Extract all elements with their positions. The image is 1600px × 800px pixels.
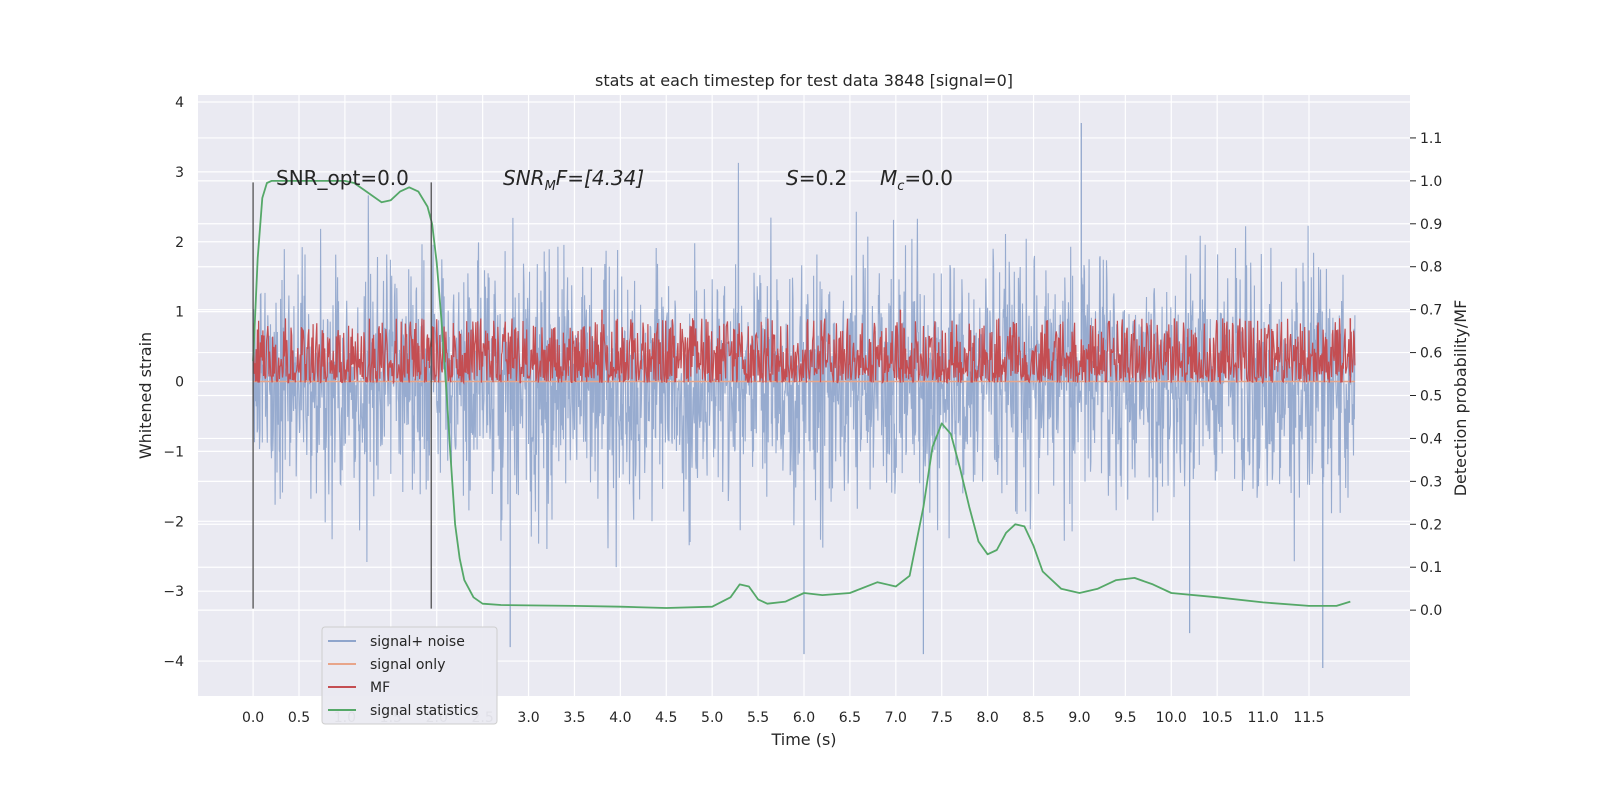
x-tick-label: 6.5 (839, 710, 861, 726)
annotation-snr-opt: SNR_opt=0.0 (276, 166, 409, 190)
left-tick-label: −2 (163, 514, 184, 530)
x-tick-label: 9.0 (1068, 710, 1090, 726)
legend: signal+ noise signal only MF signal statist… (321, 626, 498, 725)
x-tick-label: 7.0 (885, 710, 907, 726)
x-tick-label: 9.5 (1114, 710, 1136, 726)
annotation-snr-mf: SNRMF=[4.34] (503, 166, 644, 194)
x-tick-label: 4.0 (609, 710, 631, 726)
legend-label: signal+ noise (370, 634, 465, 650)
snr-mf-subscript: M (545, 179, 556, 194)
annotation-s: S=0.2 (786, 166, 847, 190)
mc-subscript: c (897, 179, 904, 194)
x-tick-label: 5.0 (701, 710, 723, 726)
x-tick-label: 5.5 (747, 710, 769, 726)
right-tick-label: 0.0 (1420, 603, 1442, 619)
series-mf (252, 318, 1356, 385)
left-tick-label: −4 (163, 654, 184, 670)
x-tick-label: 8.0 (977, 710, 999, 726)
left-tick-label: 4 (175, 95, 184, 111)
left-tick-label: 1 (175, 305, 184, 321)
right-tick-label: 0.3 (1420, 474, 1442, 490)
right-tick-label: 0.4 (1420, 431, 1442, 447)
right-tick-label: 1.1 (1420, 131, 1442, 147)
vertical-markers (252, 182, 432, 609)
x-tick-label: 3.0 (517, 710, 539, 726)
s-value: =0.2 (799, 166, 848, 190)
mc-value: =0.0 (904, 166, 953, 190)
x-tick-label: 11.0 (1248, 710, 1279, 726)
right-tick-label: 1.0 (1420, 174, 1442, 190)
legend-label: signal statistics (370, 703, 478, 719)
legend-label: signal only (370, 657, 445, 673)
left-tick-label: −3 (163, 584, 184, 600)
series-layer (252, 122, 1356, 669)
x-tick-label: 8.5 (1022, 710, 1044, 726)
x-tick-label: 10.5 (1202, 710, 1233, 726)
left-axis-ticks: 4 3 2 1 0 −1 −2 −3 −4 (163, 95, 184, 670)
right-tick-label: 0.7 (1420, 303, 1442, 319)
s-variable: S (786, 166, 799, 190)
x-tick-label: 7.5 (931, 710, 953, 726)
x-tick-label: 0.0 (242, 710, 264, 726)
right-tick-label: 0.9 (1420, 217, 1442, 233)
left-tick-label: 3 (175, 165, 184, 181)
right-tick-label: 0.2 (1420, 517, 1442, 533)
right-tick-label: 0.1 (1420, 560, 1442, 576)
right-tick-label: 0.5 (1420, 389, 1442, 405)
x-tick-label: 11.5 (1293, 710, 1324, 726)
right-tick-label: 0.6 (1420, 346, 1442, 362)
right-tick-label: 0.8 (1420, 260, 1442, 276)
right-y-axis-label: Detection probability/MF (1451, 300, 1470, 497)
left-tick-label: 2 (175, 235, 184, 251)
legend-box (321, 626, 498, 725)
mc-variable: M (880, 166, 897, 190)
left-tick-label: 0 (175, 375, 184, 391)
chart-title: stats at each timestep for test data 384… (595, 71, 1013, 90)
x-axis-label: Time (s) (770, 730, 836, 749)
x-tick-label: 3.5 (563, 710, 585, 726)
annotation-mc: Mc=0.0 (880, 166, 953, 194)
annotations: SNR_opt=0.0 SNRMF=[4.34] S=0.2 Mc=0.0 (276, 166, 953, 194)
snr-mf-base: SNR (503, 166, 545, 190)
x-tick-label: 0.5 (288, 710, 310, 726)
x-tick-label: 4.5 (655, 710, 677, 726)
legend-label: MF (370, 680, 390, 696)
x-tick-label: 6.0 (793, 710, 815, 726)
right-axis-ticks: 1.1 1.0 0.9 0.8 0.7 0.6 0.5 0.4 0.3 0.2 0.1 0.0 (1410, 131, 1442, 619)
left-tick-label: −1 (163, 444, 184, 460)
snr-mf-rest-italic: F=[4.34] (556, 166, 644, 190)
series-signal-statistics (252, 180, 1351, 609)
left-y-axis-label: Whitened strain (136, 332, 155, 459)
x-tick-label: 10.0 (1156, 710, 1187, 726)
